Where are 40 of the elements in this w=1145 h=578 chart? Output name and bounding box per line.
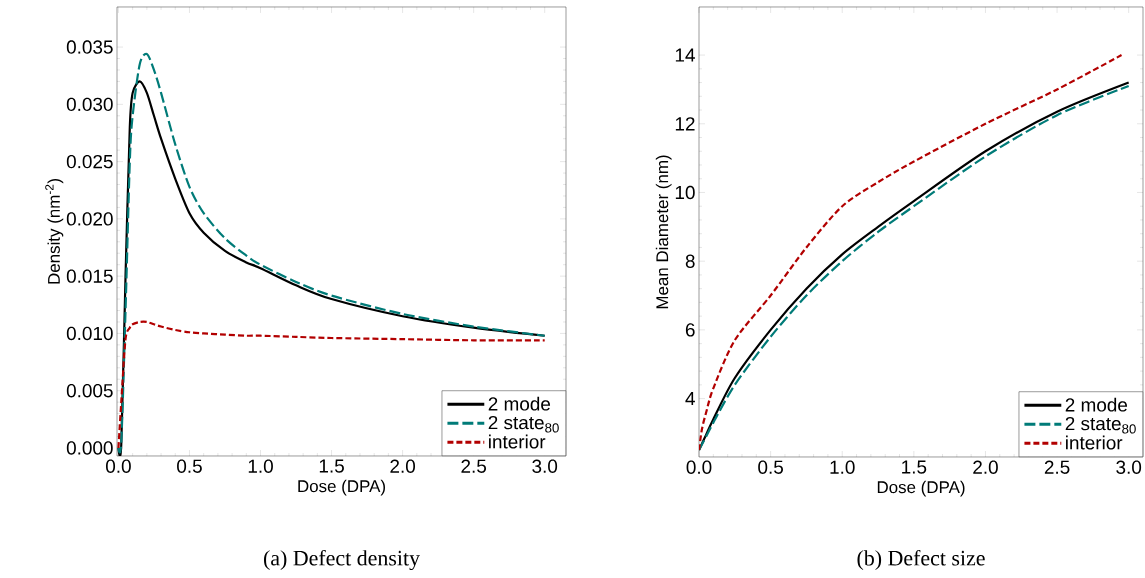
- x-tick-label: 3.0: [532, 459, 558, 473]
- y-tick-label: 6: [685, 323, 695, 337]
- x-axis-title: Dose (DPA): [877, 480, 965, 497]
- x-tick-label: 1.0: [830, 460, 855, 474]
- y-tick-label: 0.000: [66, 441, 113, 455]
- text: (b) Defect size: [857, 549, 985, 571]
- y-tick-label: 0.005: [66, 383, 113, 398]
- y-tick-label: 10: [675, 185, 695, 200]
- y-tick-label: 0.030: [66, 97, 113, 112]
- y-axis-title: Density (nm$^{-2}$): [45, 179, 64, 284]
- y-axis-title: Mean Diameter (nm): [655, 155, 672, 309]
- text: interior: [489, 434, 546, 449]
- x-tick-label: 2.5: [461, 459, 487, 473]
- y-tick-label: 12: [675, 117, 695, 131]
- x-tick-label: 2.0: [973, 460, 998, 474]
- y-tick-label: 4: [685, 392, 695, 406]
- y-tick-label: 0.035: [66, 40, 113, 54]
- text: interior: [1066, 435, 1123, 450]
- y-tick-label: 0.025: [66, 154, 113, 169]
- x-tick-label: 0.0: [106, 459, 131, 473]
- x-tick-label: 1.5: [319, 459, 344, 473]
- legend-label: 2 mode: [1065, 397, 1128, 412]
- legend-label: 2 state$_{80}$: [488, 415, 559, 433]
- legend-label: 2 mode: [488, 396, 551, 411]
- y-tick-label: 0.015: [66, 269, 113, 283]
- x-tick-label: 0.5: [177, 459, 202, 473]
- x-tick-label: 2.0: [390, 459, 416, 473]
- x-axis-title: Dose (DPA): [298, 479, 385, 496]
- x-tick-label: 1.5: [902, 460, 927, 474]
- x-tick-label: 1.0: [248, 459, 273, 473]
- x-tick-label: 0.5: [758, 460, 783, 474]
- x-tick-label: 0.0: [686, 460, 712, 474]
- y-tick-label: 14: [675, 48, 695, 62]
- x-tick-label: 3.0: [1116, 460, 1142, 474]
- y-tick-label: 0.010: [66, 326, 113, 341]
- y-tick-label: 8: [685, 254, 695, 268]
- y-tick-label: 0.020: [66, 212, 113, 226]
- legend-label: 2 state$_{80}$: [1065, 416, 1136, 434]
- text: (a) Defect density: [263, 549, 420, 571]
- x-tick-label: 2.5: [1044, 460, 1070, 474]
